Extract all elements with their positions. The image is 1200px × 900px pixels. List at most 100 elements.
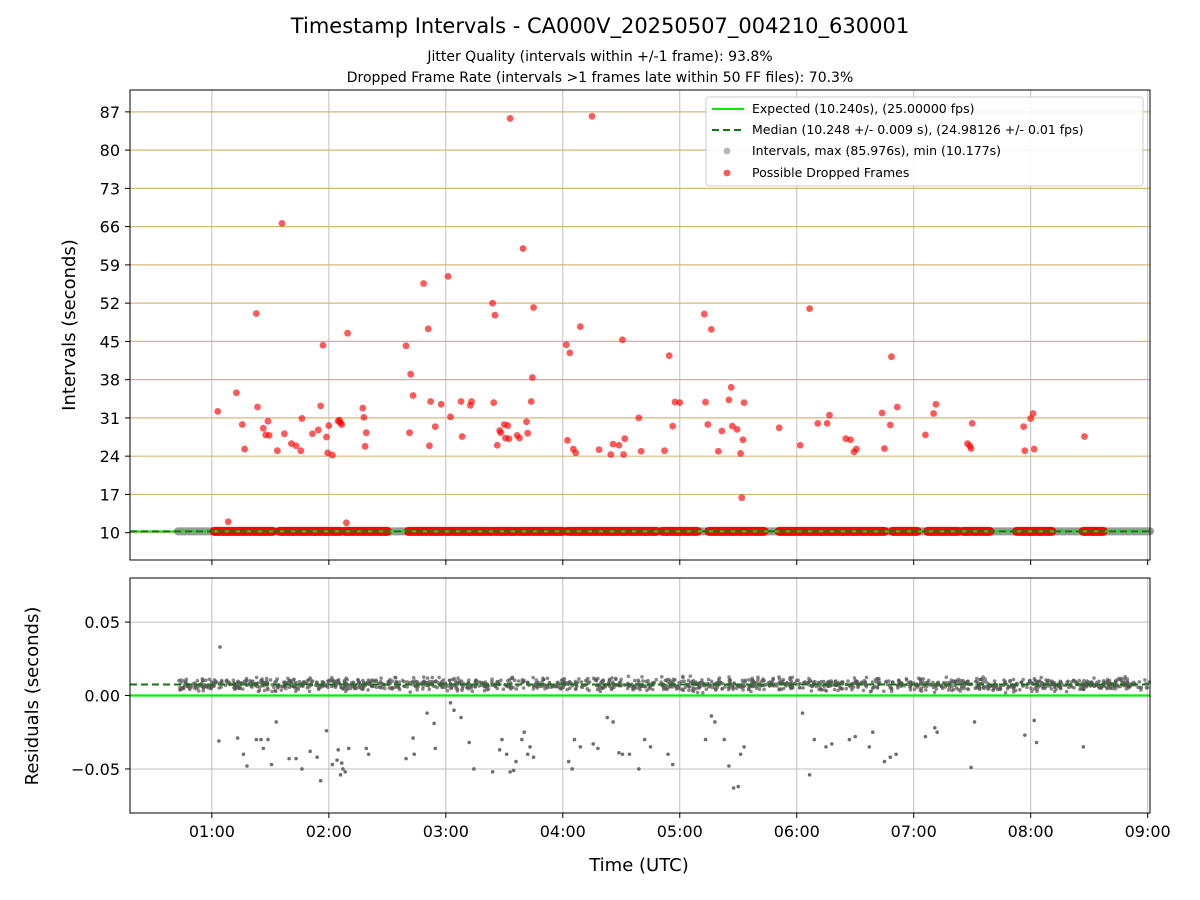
residual-band-point (921, 677, 926, 681)
dropped-frame-point (259, 424, 267, 432)
residual-point (969, 765, 973, 770)
residual-point (217, 739, 221, 743)
dropped-frame-point (224, 518, 232, 526)
residual-point (433, 746, 438, 751)
residual-point (364, 746, 369, 751)
residual-band-point (660, 675, 664, 679)
residual-point (235, 736, 240, 740)
residual-point (670, 762, 675, 767)
residual-band-point (1123, 674, 1127, 679)
residual-band-point (695, 690, 700, 695)
residual-band-point (1019, 680, 1023, 685)
residual-band-point (614, 677, 618, 682)
dropped-frame-point (669, 422, 677, 430)
residual-band-point (670, 685, 674, 689)
residual-band-point (904, 678, 909, 682)
residual-band-point (460, 688, 464, 692)
residual-band-point (296, 687, 301, 692)
residual-band-point (891, 680, 895, 684)
residual-band-point (869, 689, 874, 693)
residual-band-point (797, 686, 802, 690)
residual-band-point (834, 679, 838, 683)
residual-band-point (188, 686, 192, 690)
dropped-frame-point (576, 323, 584, 331)
residual-point (935, 730, 939, 735)
residual-band-point (445, 688, 450, 693)
residual-band-point (807, 676, 811, 681)
residual-band-point (240, 687, 245, 691)
residual-band-point (839, 687, 843, 691)
dropped-frame-point (588, 112, 596, 120)
residual-band-point (543, 686, 547, 691)
residual-band-point (514, 687, 519, 691)
residual-band-point (441, 678, 446, 682)
residual-band-point (663, 678, 668, 683)
residual-band-point (697, 685, 702, 689)
dropped-frame-point (527, 398, 535, 405)
residual-band-point (387, 679, 391, 683)
residual-band-point (651, 687, 655, 692)
dropped-frame-point (718, 427, 726, 435)
dropped-frame-point (298, 415, 306, 422)
residual-point (425, 711, 429, 715)
residual-point (336, 748, 341, 752)
x-tick-label: 04:00 (540, 822, 586, 841)
residual-band-point (918, 677, 923, 682)
chart-subtitle-dropped: Dropped Frame Rate (intervals >1 frames … (346, 70, 854, 86)
residual-band-point (276, 686, 280, 690)
residual-band-point (861, 688, 866, 693)
residual-band-point (962, 686, 967, 691)
residual-band-point (686, 684, 690, 688)
dropped-frame-point (1021, 447, 1029, 455)
residual-point (620, 752, 625, 757)
residual-point (727, 764, 731, 768)
dropped-frame-point (564, 436, 571, 444)
dropped-frame-point (506, 115, 514, 122)
dropped-frame-point (968, 419, 976, 427)
residual-point (346, 746, 351, 751)
residual-band-point (421, 687, 425, 691)
dropped-frame-point (707, 325, 715, 333)
residual-band-point (1029, 686, 1033, 690)
dropped-frame-point (609, 440, 617, 448)
residual-band-point (836, 688, 840, 693)
bottom-residual-band (177, 674, 1152, 695)
residual-point (294, 756, 298, 761)
top-ytick-label: 31 (100, 409, 120, 428)
residual-point (888, 755, 893, 759)
residual-band-point (959, 686, 964, 690)
residual-band-point (421, 675, 426, 679)
residual-band-point (1050, 679, 1054, 683)
residual-point (287, 756, 291, 761)
dropped-frame-point (635, 414, 643, 422)
residual-band-point (412, 683, 416, 687)
residual-band-point (1044, 678, 1048, 682)
dropped-frame-point (427, 398, 435, 405)
residual-point (525, 752, 530, 757)
residual-band-point (641, 679, 645, 683)
residual-band-point (1092, 676, 1096, 680)
residual-point (178, 687, 183, 692)
residual-band-point (535, 686, 539, 690)
residual-band-point (378, 679, 383, 684)
residual-band-point (875, 686, 880, 690)
residual-point (847, 737, 852, 742)
residual-point (666, 752, 670, 757)
residual-band-point (749, 689, 753, 694)
residual-band-point (598, 689, 603, 694)
residual-band-point (850, 688, 854, 692)
residual-band-point (371, 678, 376, 683)
dropped-frame-point (714, 447, 722, 455)
x-tick-label: 09:00 (1125, 822, 1171, 841)
residual-point (412, 752, 417, 757)
residual-band-point (639, 684, 643, 689)
residual-band-point (595, 687, 600, 692)
residual-band-point (201, 688, 206, 693)
residual-band-point (506, 679, 510, 683)
residual-point (923, 734, 928, 739)
residual-band-point (433, 684, 437, 689)
residual-band-point (762, 687, 766, 692)
residual-band-point (1003, 691, 1008, 695)
bottom-residual-points (178, 645, 1086, 790)
residual-band-point (309, 678, 314, 683)
